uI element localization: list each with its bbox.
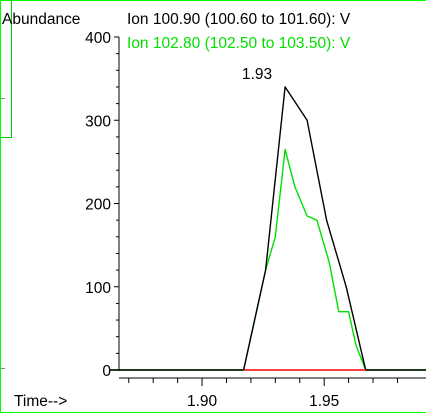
- series-lines: [109, 86, 426, 371]
- y-tick-label: 0: [102, 363, 111, 380]
- y-tick-label: 400: [85, 30, 111, 47]
- x-tick-label: 1.95: [309, 393, 339, 410]
- x-tick-label: 1.90: [187, 393, 218, 410]
- side-marker: [1, 368, 5, 369]
- frame-top-line: [0, 0, 426, 1]
- axis-labels: Abundance Time--> Ion 100.90 (100.60 to …: [2, 11, 351, 410]
- x-axis-label: Time-->: [14, 393, 67, 410]
- y-tick-label: 300: [85, 113, 111, 130]
- legend-entry-ion-100-90: Ion 100.90 (100.60 to 101.60): V: [127, 11, 351, 28]
- series-ion-102-80-line: [109, 148, 426, 371]
- frame-left-line: [0, 0, 1, 413]
- y-tick-label: 200: [85, 197, 111, 214]
- legend-entry-ion-102-80: Ion 102.80 (102.50 to 103.50): V: [127, 35, 351, 52]
- series-ion-100-90-line: [109, 86, 426, 371]
- peak-label: 1.93: [242, 66, 272, 83]
- axes: 0 100 200 300 400 1.90 1.95: [85, 30, 426, 410]
- y-axis-label: Abundance: [2, 11, 80, 28]
- y-tick-label: 100: [85, 280, 111, 297]
- left-panel-tab: [0, 0, 12, 138]
- side-marker: [1, 98, 5, 99]
